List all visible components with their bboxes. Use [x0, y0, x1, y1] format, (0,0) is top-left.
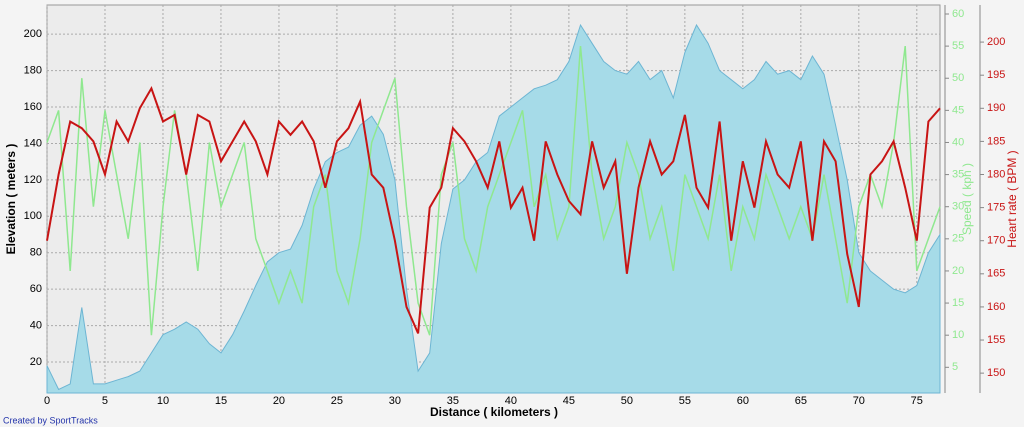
x-tick-label: 15	[215, 395, 227, 407]
y3-tick-label: 160	[987, 301, 1005, 313]
y2-tick-label: 30	[952, 201, 964, 213]
x-tick-label: 0	[44, 395, 50, 407]
x-tick-label: 35	[447, 395, 459, 407]
y3-tick-label: 170	[987, 235, 1005, 247]
x-tick-label: 60	[737, 395, 749, 407]
y2-tick-label: 20	[952, 265, 964, 277]
y3-tick-label: 190	[987, 102, 1005, 114]
y2-tick-label: 35	[952, 168, 964, 180]
x-tick-label: 75	[911, 395, 923, 407]
credit: Created by SportTracks	[3, 415, 98, 425]
x-tick-label: 55	[679, 395, 691, 407]
heart-rate-line	[46, 86, 941, 334]
y3-tick-label: 185	[987, 135, 1005, 147]
x-tick-label: 70	[853, 395, 865, 407]
y2-tick-label: 45	[952, 104, 964, 116]
x-axis-title: Distance ( kilometers )	[430, 405, 558, 419]
y-tick-label: 100	[24, 210, 42, 222]
y2-tick-label: 15	[952, 297, 964, 309]
x-tick-label: 50	[621, 395, 633, 407]
x-tick-label: 5	[102, 395, 108, 407]
y2-tick-label: 50	[952, 72, 964, 84]
y3-tick-label: 200	[987, 36, 1005, 48]
x-tick-label: 20	[273, 395, 285, 407]
x-tick-label: 10	[157, 395, 169, 407]
y2-tick-label: 10	[952, 329, 964, 341]
y2-axis-title: Speed ( kph )	[960, 163, 974, 235]
y-tick-label: 20	[30, 356, 42, 368]
x-tick-label: 45	[563, 395, 575, 407]
y-tick-label: 80	[30, 247, 42, 259]
y-axis-title: Elevation ( meters )	[4, 144, 18, 255]
x-tick-label: 25	[331, 395, 343, 407]
y2-tick-label: 25	[952, 233, 964, 245]
y-tick-label: 140	[24, 137, 42, 149]
x-tick-label: 30	[389, 395, 401, 407]
y3-tick-label: 155	[987, 334, 1005, 346]
y2-tick-label: 60	[952, 8, 964, 20]
plot: 0 5 10 15 20 25 30 35 40 45 50 55 60 65 70 75 20 40 60 80 10…	[24, 5, 1005, 407]
elevation-area	[46, 23, 941, 394]
y3-tick-label: 195	[987, 69, 1005, 81]
y-tick-label: 180	[24, 64, 42, 76]
x-tick-label: 40	[505, 395, 517, 407]
y2-tick-label: 5	[952, 361, 958, 373]
y3-tick-label: 150	[987, 367, 1005, 379]
y-tick-label: 120	[24, 174, 42, 186]
y3-tick-label: 165	[987, 268, 1005, 280]
y-tick-label: 160	[24, 101, 42, 113]
y-tick-label: 40	[30, 320, 42, 332]
x-tick-label: 65	[795, 395, 807, 407]
y-tick-label: 60	[30, 283, 42, 295]
y3-tick-label: 180	[987, 168, 1005, 180]
y2-tick-label: 40	[952, 136, 964, 148]
y-tick-label: 200	[24, 28, 42, 40]
y3-tick-label: 175	[987, 202, 1005, 214]
y2-tick-label: 55	[952, 40, 964, 52]
y3-axis-title: Heart rate ( BPM )	[1005, 150, 1019, 247]
speed-line	[46, 46, 941, 336]
